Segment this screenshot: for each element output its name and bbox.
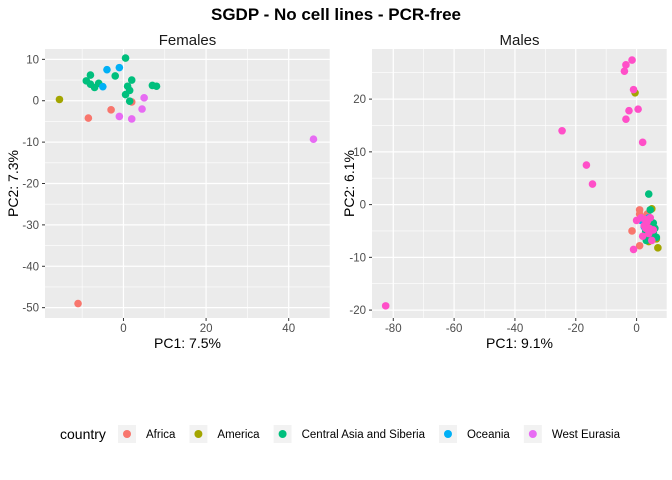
- data-point-oceania: [99, 82, 107, 91]
- data-point-west-eurasia: [558, 126, 566, 135]
- y-axis-title-males: PC2: 6.1%: [341, 150, 357, 217]
- gridlines-females: [45, 49, 331, 318]
- data-point-africa: [84, 114, 93, 122]
- panel-females: Females 0 20 40 10 0 -10 -20 -30 -40 -50 PC1: 7.5…: [5, 30, 331, 351]
- legend-label-oceania: Oceania: [467, 429, 510, 441]
- data-point-west-eurasia: [588, 180, 597, 188]
- legend-items: Africa America Central Asia and Siberia Oce…: [118, 425, 621, 443]
- data-point-central-asia-and-siberia: [111, 72, 120, 80]
- x-tick-label: 0: [120, 323, 126, 335]
- data-point-central-asia-and-siberia: [646, 206, 655, 214]
- y-tick-label: -20: [22, 179, 39, 191]
- y-tick-label: -20: [349, 305, 366, 317]
- data-point-central-asia-and-siberia: [152, 82, 161, 91]
- legend-marker-oceania: [443, 430, 452, 438]
- x-tick-label: 20: [200, 323, 213, 335]
- x-tick-label: -40: [507, 323, 524, 335]
- data-point-west-eurasia: [309, 135, 318, 144]
- legend-label-africa: Africa: [146, 429, 176, 441]
- data-point-africa: [635, 241, 644, 250]
- data-point-west-eurasia: [381, 302, 390, 310]
- legend-item-america: America: [189, 425, 260, 443]
- facet-label-males: Males: [499, 32, 539, 49]
- legend-title: country: [60, 426, 106, 442]
- legend-label-central-asia-and-siberia: Central Asia and Siberia: [302, 429, 426, 441]
- data-point-west-eurasia: [628, 56, 636, 64]
- chart-title: SGDP - No cell lines - PCR-free: [211, 5, 461, 24]
- y-tick-label: -10: [22, 137, 39, 149]
- data-point-oceania: [115, 63, 124, 72]
- legend-label-west-eurasia: West Eurasia: [552, 429, 621, 441]
- data-point-america: [654, 244, 662, 252]
- x-axis-title-males: PC1: 9.1%: [486, 335, 553, 351]
- data-point-west-eurasia: [634, 105, 642, 113]
- data-point-central-asia-and-siberia: [127, 76, 136, 84]
- legend-item-oceania: Oceania: [438, 425, 510, 443]
- data-point-west-eurasia: [638, 138, 647, 147]
- y-tick-label: 0: [360, 200, 366, 212]
- legend-item-africa: Africa: [118, 425, 176, 443]
- legend-item-west-eurasia: West Eurasia: [523, 425, 621, 443]
- data-point-west-eurasia: [620, 67, 629, 75]
- data-point-west-eurasia: [632, 216, 641, 225]
- data-point-west-eurasia: [582, 161, 591, 169]
- facet-strip-males: [372, 30, 667, 49]
- y-tick-label: 10: [26, 54, 39, 66]
- data-point-central-asia-and-siberia: [121, 54, 130, 62]
- data-point-west-eurasia: [622, 61, 630, 69]
- y-axis-title-females: PC2: 7.3%: [5, 150, 21, 217]
- legend: country Africa America Central Asia and Si…: [60, 425, 621, 443]
- data-point-west-eurasia: [641, 215, 649, 224]
- points-females: [55, 54, 318, 308]
- data-point-west-eurasia: [629, 245, 638, 254]
- x-axis-title-females: PC1: 7.5%: [154, 335, 221, 351]
- facet-strip-females: [45, 30, 330, 49]
- data-point-africa: [628, 227, 636, 235]
- legend-marker-america: [194, 430, 203, 438]
- y-tick-label: -40: [22, 261, 39, 273]
- data-point-west-eurasia: [140, 94, 148, 102]
- data-point-west-eurasia: [625, 106, 633, 115]
- legend-label-america: America: [217, 429, 260, 441]
- data-point-west-eurasia: [127, 115, 136, 123]
- tick-labels-females: 0 20 40 10 0 -10 -20 -30 -40 -50: [22, 54, 295, 335]
- x-tick-label: -60: [446, 323, 463, 335]
- y-tick-label: 0: [33, 96, 39, 108]
- legend-marker-central-asia-and-siberia: [278, 430, 287, 438]
- facet-label-females: Females: [159, 32, 217, 49]
- data-point-west-eurasia: [138, 105, 146, 113]
- y-tick-label: -50: [22, 303, 39, 315]
- data-point-africa: [107, 106, 115, 114]
- data-point-central-asia-and-siberia: [86, 71, 95, 79]
- plot-background-males: [372, 49, 667, 318]
- y-tick-label: -10: [349, 252, 366, 264]
- x-tick-label: 0: [633, 323, 639, 335]
- panel-males: Males -80 -60 -40 -20 0 20 10 0 -10 -20 PC1: 9.1%…: [341, 30, 668, 351]
- data-point-west-eurasia: [629, 85, 638, 94]
- data-point-central-asia-and-siberia: [125, 97, 134, 105]
- legend-item-central-asia-and-siberia: Central Asia and Siberia: [273, 425, 426, 443]
- data-point-west-eurasia: [645, 224, 654, 233]
- data-point-central-asia-and-siberia: [644, 190, 653, 198]
- y-tick-label: -30: [22, 220, 39, 232]
- data-point-west-eurasia: [647, 236, 656, 245]
- data-point-africa: [74, 299, 82, 308]
- data-point-central-asia-and-siberia: [121, 90, 130, 99]
- data-point-oceania: [103, 65, 111, 74]
- x-tick-label: 40: [282, 323, 295, 335]
- x-tick-label: -80: [385, 323, 402, 335]
- x-tick-label: -20: [567, 323, 584, 335]
- y-tick-label: 20: [353, 94, 366, 106]
- tick-labels-males: -80 -60 -40 -20 0 20 10 0 -10 -20: [349, 94, 639, 335]
- data-point-america: [55, 95, 64, 104]
- legend-marker-africa: [123, 430, 131, 438]
- data-point-west-eurasia: [638, 232, 647, 241]
- points-males: [381, 56, 662, 310]
- legend-marker-west-eurasia: [528, 430, 537, 438]
- data-point-west-eurasia: [115, 112, 124, 121]
- data-point-west-eurasia: [622, 115, 630, 123]
- y-tick-label: 10: [353, 147, 366, 159]
